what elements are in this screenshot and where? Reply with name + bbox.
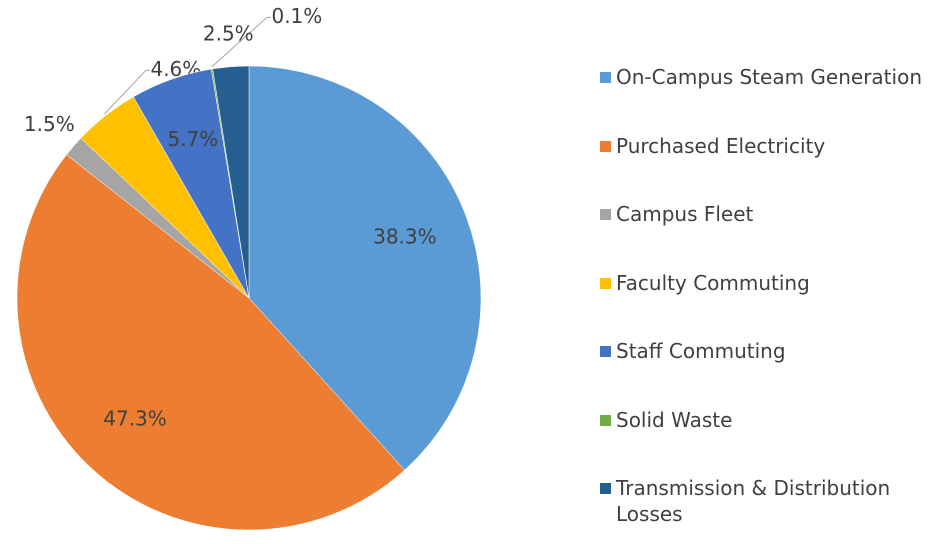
legend-item: Solid Waste	[600, 407, 945, 476]
legend-item: Purchased Electricity	[600, 133, 945, 202]
legend-swatch	[600, 277, 611, 289]
legend: On-Campus Steam Generation Purchased Elec…	[600, 64, 945, 544]
legend-label: On-Campus Steam Generation	[616, 65, 922, 89]
data-label: 47.3%	[103, 407, 167, 431]
leader-line	[211, 16, 271, 68]
legend-label: Staff Commuting	[616, 339, 786, 363]
legend-label: Campus Fleet	[616, 202, 754, 226]
legend-item: Campus Fleet	[600, 201, 945, 270]
data-label: 38.3%	[373, 224, 437, 248]
legend-label: Solid Waste	[616, 407, 733, 432]
pie-slice	[16, 154, 405, 531]
legend-item: On-Campus Steam Generation	[600, 64, 945, 133]
legend-swatch	[600, 209, 611, 220]
legend-swatch	[600, 483, 611, 494]
legend-swatch	[600, 414, 611, 426]
page: 38.3% 47.3% 1.5% 4.6% 5.7% 0.1% 2.5% On-Campus…	[16, 3, 922, 531]
legend-item: Transmission & Distribution Losses	[600, 475, 945, 544]
pie-slice	[248, 65, 482, 471]
legend-swatch	[600, 140, 611, 152]
pie-slice	[212, 65, 250, 299]
leader-line	[104, 69, 150, 115]
legend-item: Faculty Commuting	[600, 270, 945, 339]
legend-label: Faculty Commuting	[616, 270, 810, 295]
data-label: 2.5%	[203, 21, 254, 45]
legend-label: Purchased Electricity	[616, 133, 826, 158]
legend-swatch	[600, 72, 611, 83]
data-label: 0.1%	[271, 4, 322, 28]
legend-swatch	[600, 346, 611, 357]
legend-item: Staff Commuting	[600, 338, 945, 407]
legend-label: Transmission & Distribution Losses	[616, 476, 891, 526]
chart: 38.3%47.3%1.5%4.6%5.7%0.1%2.5%	[16, 4, 482, 531]
data-label: 5.7%	[168, 127, 219, 151]
data-label: 1.5%	[24, 112, 75, 136]
